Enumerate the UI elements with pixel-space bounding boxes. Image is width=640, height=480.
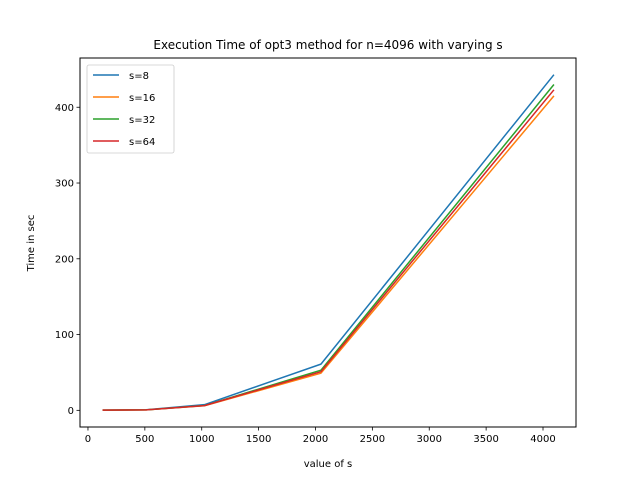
x-tick-label: 500 <box>135 434 154 445</box>
y-axis-label: Time in sec <box>26 215 37 273</box>
x-axis-label: value of s <box>304 459 353 470</box>
legend-label: s=8 <box>129 71 149 82</box>
x-tick-label: 1000 <box>189 434 214 445</box>
x-tick-label: 2000 <box>303 434 328 445</box>
y-tick-label: 100 <box>55 330 74 341</box>
y-tick-label: 0 <box>68 406 74 417</box>
legend-box <box>86 64 175 154</box>
series-lines <box>102 74 555 411</box>
legend-label: s=16 <box>129 93 155 104</box>
axes-frame <box>79 57 577 428</box>
legend-label: s=32 <box>129 115 155 126</box>
y-tick-label: 300 <box>55 179 74 190</box>
y-axis-ticks: 0 100 200 300 400 <box>55 103 80 417</box>
series-line-4 <box>102 89 555 411</box>
legend: s=8 s=16 s=32 s=64 <box>86 64 175 154</box>
y-tick-label: 200 <box>55 254 74 265</box>
x-tick-label: 3500 <box>473 434 498 445</box>
x-axis-ticks: 0 500 1000 1500 2000 2500 3000 3500 4000 <box>85 427 556 445</box>
x-tick-label: 3000 <box>417 434 442 445</box>
x-tick-label: 4000 <box>530 434 555 445</box>
x-tick-label: 0 <box>85 434 91 445</box>
chart-title: Execution Time of opt3 method for n=4096… <box>153 38 502 52</box>
legend-label: s=64 <box>129 137 155 148</box>
x-tick-label: 2500 <box>360 434 385 445</box>
x-tick-label: 1500 <box>246 434 271 445</box>
y-tick-label: 400 <box>55 103 74 114</box>
